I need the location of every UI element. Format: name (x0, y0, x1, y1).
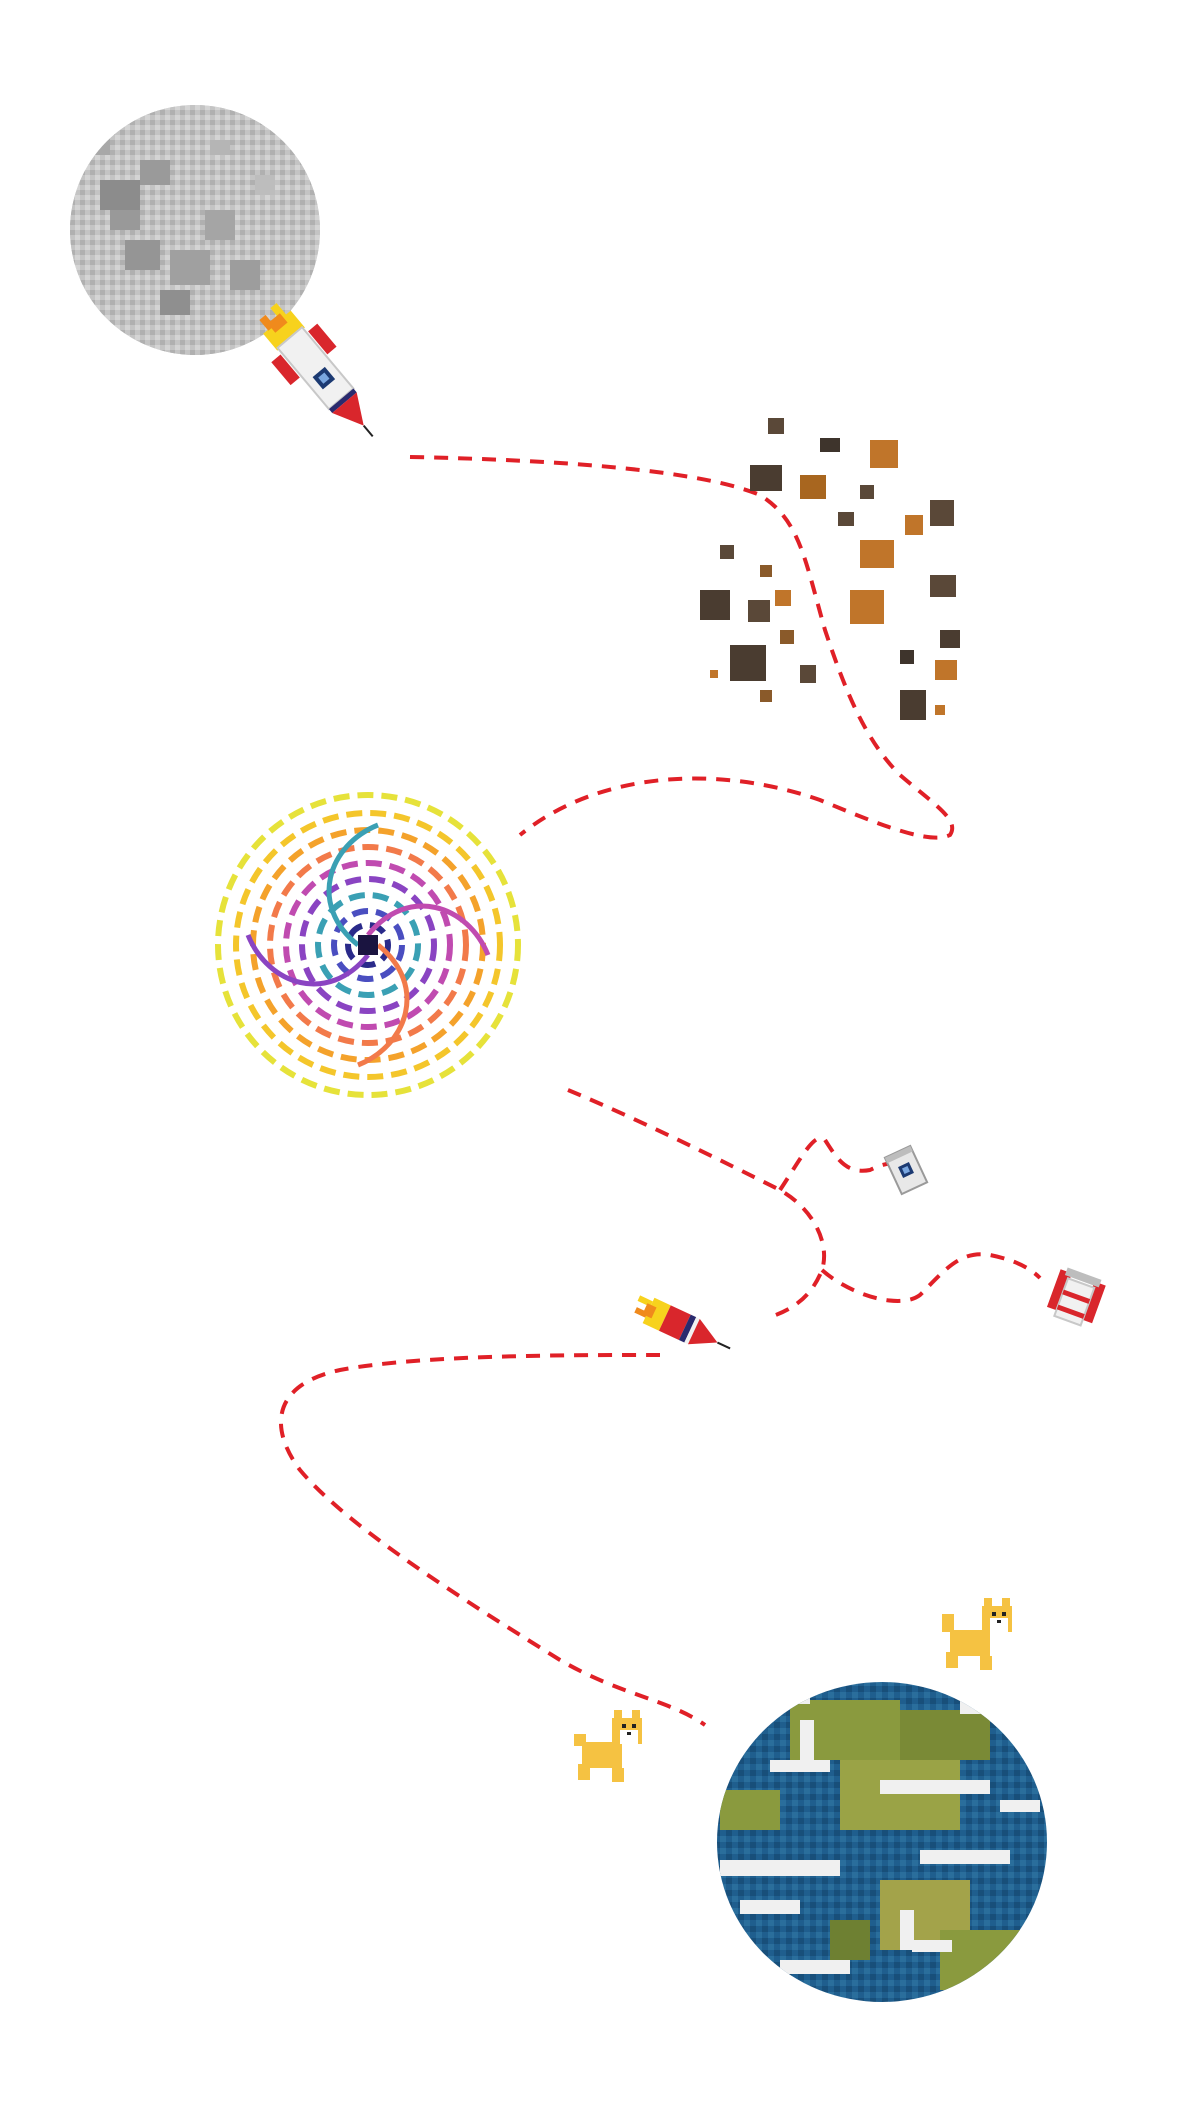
wormhole-vortex-icon (215, 792, 521, 1098)
rocket-nose-flame (634, 1295, 671, 1331)
trajectory-path-return (278, 1353, 707, 1727)
rocket-fragment-icon[interactable] (1045, 1265, 1107, 1328)
fuel-canister-icon[interactable] (883, 1144, 929, 1196)
rocket-nose-icon[interactable] (630, 1292, 736, 1361)
trajectory-path-lower (567, 1088, 827, 1320)
shiba-dog-icon[interactable] (942, 1598, 1012, 1670)
trajectory-branch-fuel (778, 1136, 897, 1192)
earth-icon (717, 1682, 1047, 2002)
trajectory-path (409, 455, 954, 840)
asteroid-field-icon (700, 418, 960, 720)
rocket-icon[interactable] (244, 291, 395, 455)
trajectory-branch-fragment (820, 1252, 1042, 1303)
rocket-flame (259, 303, 305, 351)
shiba-dog-icon[interactable] (574, 1710, 642, 1782)
